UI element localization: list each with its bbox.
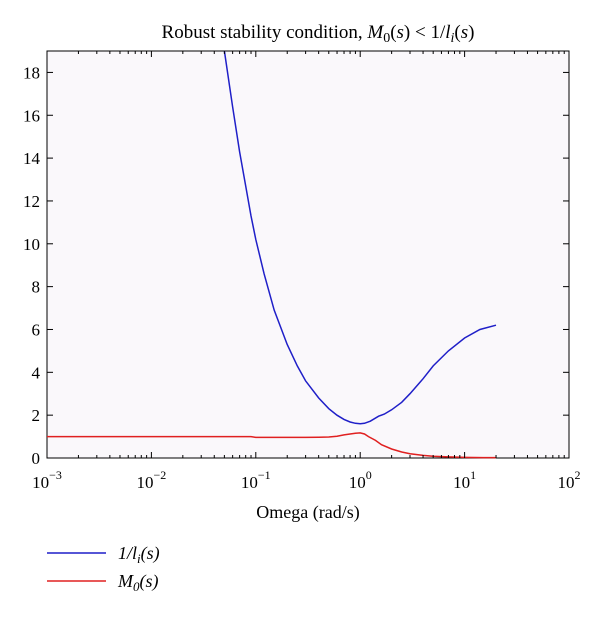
y-tick-label: 10 [23,235,40,254]
x-axis: 10−3 10−2 10−1 100 101 102 [32,51,581,492]
x-tick-label: 100 [349,468,372,492]
series-line-1 [223,50,497,425]
legend-label: 1/li(s) [118,543,160,566]
series-group [47,50,497,459]
plot-area [46,50,570,459]
series-line-2 [47,432,496,459]
y-axis: 0 2 4 6 8 10 12 14 16 18 [23,63,569,468]
x-tick-label: 10−2 [137,468,167,492]
legend: 1/li(s) M0(s) [47,543,160,594]
y-tick-label: 2 [32,406,41,425]
y-tick-label: 6 [32,320,41,339]
x-tick-label: 102 [558,468,581,492]
x-axis-label: Omega (rad/s) [256,502,359,523]
y-tick-label: 16 [23,106,40,125]
y-tick-label: 12 [23,192,40,211]
y-tick-label: 18 [23,63,40,82]
chart-title: Robust stability condition, M0(s) < 1/li… [162,22,475,46]
x-tick-label: 10−3 [32,468,62,492]
y-tick-label: 14 [23,149,41,168]
y-tick-label: 0 [32,449,41,468]
legend-label: M0(s) [117,571,159,594]
y-tick-label: 8 [32,278,41,297]
x-tick-label: 101 [453,468,476,492]
x-tick-label: 10−1 [241,468,271,492]
y-tick-label: 4 [32,363,41,382]
